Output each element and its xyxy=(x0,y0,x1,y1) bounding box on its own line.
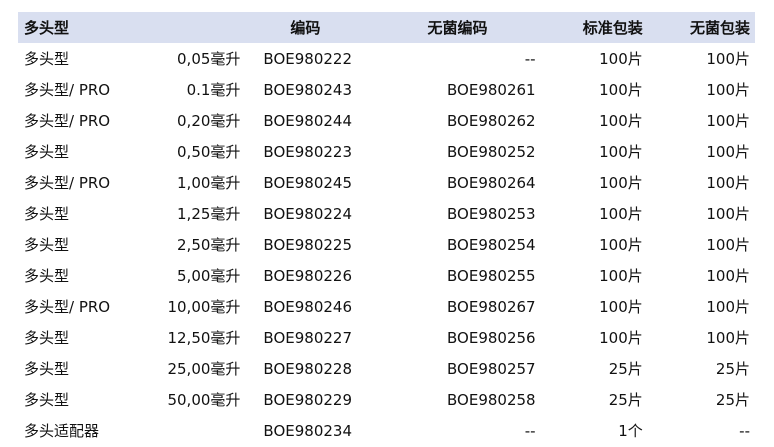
cell-sterile-pack: 100片 xyxy=(706,236,750,254)
cell-sterile-code: BOE980257 xyxy=(447,359,536,378)
cell-volume: 0.1毫升 xyxy=(186,81,241,99)
cell-sterile-pack: 100片 xyxy=(706,81,750,99)
header-standard-pack: 标准包装 xyxy=(582,19,643,37)
cell-standard-pack: 100片 xyxy=(599,112,643,130)
table-row: 多头型/ PRO 0.1毫升 BOE980243 BOE980261 100片 100片 xyxy=(18,74,755,105)
table-row: 多头型/ PRO 1,00毫升 BOE980245 BOE980264 100片 100片 xyxy=(18,167,755,198)
cell-name: 多头适配器 xyxy=(24,422,100,440)
table-row: 多头型 5,00毫升 BOE980226 BOE980255 100片 100片 xyxy=(18,260,755,291)
cell-code: BOE980226 xyxy=(263,266,352,285)
table-row: 多头型 2,50毫升 BOE980225 BOE980254 100片 100片 xyxy=(18,229,755,260)
table-row: 多头适配器 BOE980234 -- 1个 -- xyxy=(18,415,755,446)
cell-standard-pack: 100片 xyxy=(599,143,643,161)
cell-sterile-pack: 100片 xyxy=(706,267,750,285)
cell-code: BOE980229 xyxy=(263,390,352,409)
table-header: 多头型 编码 无菌编码 标准包装 无菌包装 xyxy=(18,12,755,43)
cell-name: 多头型 xyxy=(24,143,70,161)
cell-sterile-pack: -- xyxy=(739,421,750,440)
cell-standard-pack: 100片 xyxy=(599,205,643,223)
cell-standard-pack: 1个 xyxy=(618,422,643,440)
header-sterile-code: 无菌编码 xyxy=(427,19,488,37)
cell-code: BOE980244 xyxy=(263,111,352,130)
cell-sterile-code: BOE980254 xyxy=(447,235,536,254)
cell-standard-pack: 25片 xyxy=(608,360,643,378)
cell-sterile-pack: 100片 xyxy=(706,143,750,161)
cell-sterile-pack: 100片 xyxy=(706,298,750,316)
cell-code: BOE980245 xyxy=(263,173,352,192)
cell-standard-pack: 100片 xyxy=(599,236,643,254)
cell-volume: 0,20毫升 xyxy=(177,112,241,130)
cell-name: 多头型/ PRO xyxy=(24,174,111,192)
header-sterile-pack: 无菌包装 xyxy=(689,19,750,37)
cell-sterile-pack: 100片 xyxy=(706,329,750,347)
cell-standard-pack: 100片 xyxy=(599,267,643,285)
cell-standard-pack: 25片 xyxy=(608,391,643,409)
cell-standard-pack: 100片 xyxy=(599,298,643,316)
cell-code: BOE980227 xyxy=(263,328,352,347)
cell-code: BOE980228 xyxy=(263,359,352,378)
cell-sterile-pack: 25片 xyxy=(715,391,750,409)
table-row: 多头型 50,00毫升 BOE980229 BOE980258 25片 25片 xyxy=(18,384,755,415)
cell-sterile-pack: 100片 xyxy=(706,205,750,223)
table-row: 多头型 25,00毫升 BOE980228 BOE980257 25片 25片 xyxy=(18,353,755,384)
cell-code: BOE980223 xyxy=(263,142,352,161)
cell-sterile-code: BOE980252 xyxy=(447,142,536,161)
cell-standard-pack: 100片 xyxy=(599,50,643,68)
cell-volume: 0,50毫升 xyxy=(177,143,241,161)
cell-standard-pack: 100片 xyxy=(599,81,643,99)
header-name: 多头型 xyxy=(24,19,70,37)
cell-name: 多头型 xyxy=(24,391,70,409)
cell-code: BOE980222 xyxy=(263,49,352,68)
cell-sterile-code: BOE980267 xyxy=(447,297,536,316)
cell-name: 多头型 xyxy=(24,205,70,223)
cell-name: 多头型 xyxy=(24,267,70,285)
cell-sterile-pack: 100片 xyxy=(706,112,750,130)
header-code: 编码 xyxy=(290,19,321,37)
cell-volume: 1,25毫升 xyxy=(177,205,241,223)
table-row: 多头型/ PRO 0,20毫升 BOE980244 BOE980262 100片 100片 xyxy=(18,105,755,136)
cell-name: 多头型/ PRO xyxy=(24,112,111,130)
cell-sterile-code: BOE980255 xyxy=(447,266,536,285)
cell-volume: 50,00毫升 xyxy=(167,391,241,409)
cell-name: 多头型 xyxy=(24,50,70,68)
cell-volume: 5,00毫升 xyxy=(177,267,241,285)
table-row: 多头型 1,25毫升 BOE980224 BOE980253 100片 100片 xyxy=(18,198,755,229)
cell-sterile-code: BOE980262 xyxy=(447,111,536,130)
cell-name: 多头型 xyxy=(24,236,70,254)
cell-volume xyxy=(130,415,240,446)
cell-volume: 1,00毫升 xyxy=(177,174,241,192)
cell-sterile-code: BOE980256 xyxy=(447,328,536,347)
cell-sterile-code: -- xyxy=(524,421,536,440)
cell-code: BOE980224 xyxy=(263,204,352,223)
cell-sterile-code: BOE980261 xyxy=(447,80,536,99)
header-volume xyxy=(130,12,240,43)
cell-name: 多头型/ PRO xyxy=(24,298,111,316)
cell-volume: 12,50毫升 xyxy=(167,329,241,347)
cell-code: BOE980234 xyxy=(263,421,352,440)
table-row: 多头型 0,50毫升 BOE980223 BOE980252 100片 100片 xyxy=(18,136,755,167)
cell-code: BOE980243 xyxy=(263,80,352,99)
cell-sterile-code: BOE980253 xyxy=(447,204,536,223)
cell-sterile-pack: 100片 xyxy=(706,174,750,192)
cell-name: 多头型/ PRO xyxy=(24,81,111,99)
cell-volume: 25,00毫升 xyxy=(167,360,241,378)
cell-sterile-code: BOE980258 xyxy=(447,390,536,409)
table-row: 多头型/ PRO 10,00毫升 BOE980246 BOE980267 100片 100… xyxy=(18,291,755,322)
cell-standard-pack: 100片 xyxy=(599,329,643,347)
cell-sterile-pack: 25片 xyxy=(715,360,750,378)
cell-sterile-code: BOE980264 xyxy=(447,173,536,192)
cell-volume: 2,50毫升 xyxy=(177,236,241,254)
cell-name: 多头型 xyxy=(24,329,70,347)
cell-code: BOE980246 xyxy=(263,297,352,316)
cell-name: 多头型 xyxy=(24,360,70,378)
cell-volume: 10,00毫升 xyxy=(167,298,241,316)
cell-sterile-pack: 100片 xyxy=(706,50,750,68)
cell-sterile-code: -- xyxy=(524,49,536,68)
cell-volume: 0,05毫升 xyxy=(177,50,241,68)
table-row: 多头型 12,50毫升 BOE980227 BOE980256 100片 100片 xyxy=(18,322,755,353)
table-row: 多头型 0,05毫升 BOE980222 -- 100片 100片 xyxy=(18,43,755,74)
product-table: 多头型 编码 无菌编码 标准包装 无菌包装 多头型 0,05毫升 BOE980222… xyxy=(18,12,755,446)
cell-code: BOE980225 xyxy=(263,235,352,254)
cell-standard-pack: 100片 xyxy=(599,174,643,192)
